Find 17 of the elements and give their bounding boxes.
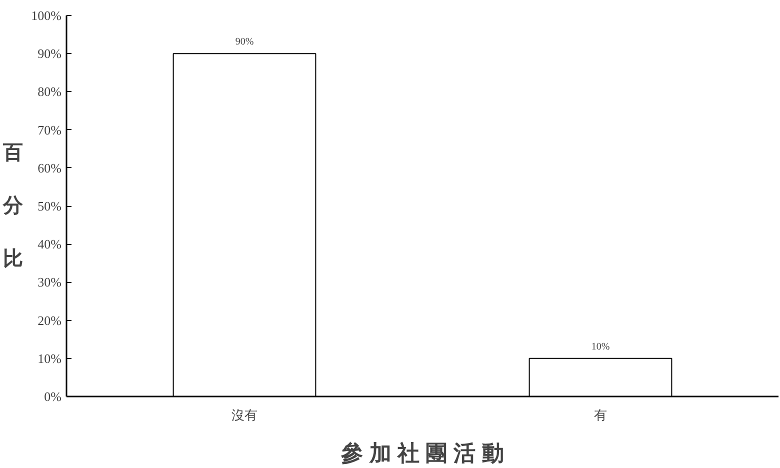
x-tick-label: 沒有 [232, 408, 258, 422]
data-label: 10% [591, 341, 610, 352]
y-tick-label: 30% [38, 274, 62, 290]
text: 百分比 [3, 142, 24, 270]
y-tick-label: 20% [38, 312, 62, 328]
y-tick-label: 40% [38, 236, 62, 252]
x-axis-title: 參 加 社 團 活 動 [340, 440, 504, 466]
y-tick-label: 70% [38, 122, 62, 138]
data-label: 90% [235, 36, 254, 48]
y-tick-label: 60% [38, 160, 62, 176]
y-tick-label: 50% [38, 198, 62, 214]
y-tick-label: 10% [38, 350, 62, 366]
y-tick-label: 90% [38, 46, 62, 62]
x-tick-label: 有 [594, 408, 607, 422]
y-tick-label: 80% [38, 84, 62, 100]
y-tick-label: 0% [44, 389, 62, 404]
y-tick-label: 100% [31, 8, 62, 23]
